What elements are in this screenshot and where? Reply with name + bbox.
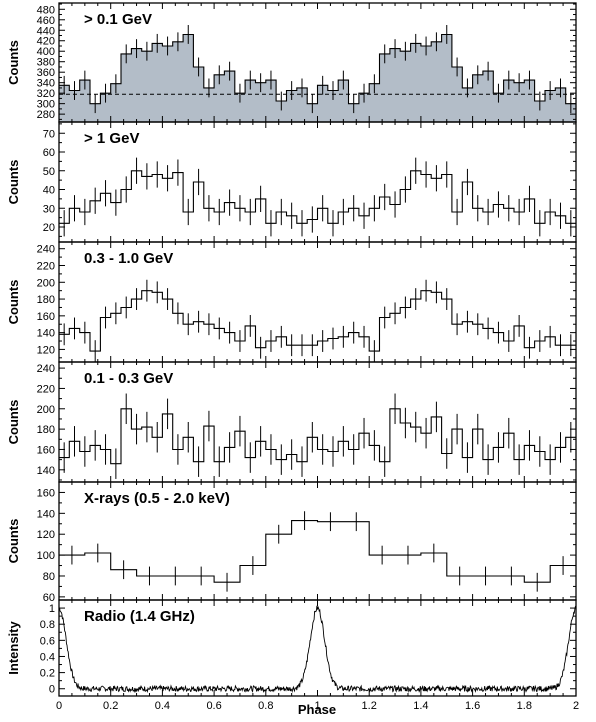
- y-tick-label: 70: [43, 128, 55, 140]
- y-tick-label: 60: [43, 147, 55, 159]
- y-tick-label: 50: [43, 166, 55, 178]
- x-tick-label: 2: [573, 700, 579, 712]
- y-tick-label: 100: [37, 550, 55, 562]
- y-tick-label: 80: [43, 571, 55, 583]
- y-tick-label: 0.4: [40, 651, 55, 663]
- x-tick-label: 1.4: [413, 700, 428, 712]
- y-tick-label: 40: [43, 185, 55, 197]
- y-tick-label: 120: [37, 344, 55, 356]
- y-axis-title: Counts: [6, 519, 21, 564]
- y-tick-label: 0.6: [40, 635, 55, 647]
- y-tick-label: 200: [37, 404, 55, 416]
- histogram-series: [59, 290, 576, 352]
- y-tick-label: 0.2: [40, 668, 55, 680]
- y-tick-label: 160: [37, 444, 55, 456]
- y-tick-label: 60: [43, 592, 55, 604]
- x-tick-label: 1.6: [465, 700, 480, 712]
- panel-label: X-rays (0.5 - 2.0 keV): [84, 490, 230, 507]
- y-axis-title: Counts: [6, 280, 21, 325]
- y-tick-label: 280: [37, 109, 55, 121]
- plot-content: [59, 279, 576, 362]
- panel-label: > 0.1 GeV: [84, 11, 152, 28]
- x-tick-label: 1.2: [362, 700, 377, 712]
- y-tick-label: 1: [49, 603, 55, 615]
- y-tick-label: 140: [37, 465, 55, 477]
- x-tick-label: 0: [56, 700, 62, 712]
- histogram-series: [59, 520, 576, 583]
- y-tick-label: 360: [37, 67, 55, 79]
- y-tick-label: 120: [37, 529, 55, 541]
- y-tick-label: 220: [37, 260, 55, 272]
- y-tick-label: 0.8: [40, 619, 55, 631]
- plot-content: [59, 393, 576, 479]
- panel-3: 120 140 160 180 200 220 240 Counts 0.3 - 1.0 GeV: [6, 241, 577, 363]
- y-tick-label: 20: [43, 222, 55, 234]
- y-tick-label: 340: [37, 78, 55, 90]
- plot-content: [59, 25, 576, 122]
- histogram-fill: [59, 34, 576, 122]
- y-tick-label: 180: [37, 294, 55, 306]
- y-tick-label: 160: [37, 487, 55, 499]
- panel-label: 0.3 - 1.0 GeV: [84, 250, 173, 267]
- y-tick-label: 160: [37, 311, 55, 323]
- y-tick-label: 240: [37, 363, 55, 375]
- y-tick-label: 380: [37, 57, 55, 69]
- panel-4: 140 160 180 200 220 240 Counts 0.1 - 0.3 GeV: [6, 361, 577, 483]
- panels: 280300320340360380400420440460480Counts>…: [6, 2, 579, 712]
- panel-label: 0.1 - 0.3 GeV: [84, 370, 173, 387]
- y-tick-label: 30: [43, 203, 55, 215]
- radio-profile-line: [59, 605, 576, 694]
- x-tick-label: 1.8: [517, 700, 532, 712]
- panel-2: 20 30 40 50 60 70 Counts > 1 GeV: [6, 121, 577, 243]
- panel-5: 60 80 100 120 140 160 Counts X-rays (0.5 - 2.0 …: [6, 481, 577, 604]
- x-tick-labels: 0 0.2 0.4 0.6 0.8 1 1.2 1.4 1.6 1.8 2: [56, 700, 579, 712]
- y-axis-title: Counts: [6, 40, 21, 85]
- y-tick-label: 220: [37, 383, 55, 395]
- y-tick-label: 0: [49, 684, 55, 696]
- panel-label: Radio (1.4 GHz): [84, 608, 195, 625]
- plot-content: [59, 511, 576, 592]
- y-tick-label: 320: [37, 88, 55, 100]
- plot-content: [59, 157, 576, 237]
- panel-label: > 1 GeV: [84, 130, 139, 147]
- x-axis-title: Phase: [298, 702, 336, 717]
- panel-6: 0 0.2 0.4 0.6 0.8 1 Intensity Radio (1.4 GHz): [6, 599, 577, 697]
- x-tick-label: 0.8: [258, 700, 273, 712]
- x-tick-label: 0.6: [206, 700, 221, 712]
- y-tick-label: 480: [37, 4, 55, 16]
- y-axis-title: Counts: [6, 400, 21, 445]
- y-tick-label: 180: [37, 424, 55, 436]
- y-tick-label: 420: [37, 36, 55, 48]
- y-tick-label: 140: [37, 508, 55, 520]
- y-tick-label: 460: [37, 15, 55, 27]
- y-tick-label: 300: [37, 99, 55, 111]
- y-tick-label: 440: [37, 25, 55, 37]
- y-axis-title: Intensity: [6, 621, 21, 675]
- y-tick-label: 400: [37, 46, 55, 58]
- x-tick-label: 0.2: [103, 700, 118, 712]
- y-tick-label: 140: [37, 328, 55, 340]
- y-axis-title: Counts: [6, 160, 21, 205]
- x-tick-label: 1: [314, 700, 320, 712]
- x-tick-label: 0.4: [155, 700, 170, 712]
- plot-content: [59, 605, 576, 694]
- y-tick-label: 200: [37, 277, 55, 289]
- y-tick-label: 240: [37, 244, 55, 256]
